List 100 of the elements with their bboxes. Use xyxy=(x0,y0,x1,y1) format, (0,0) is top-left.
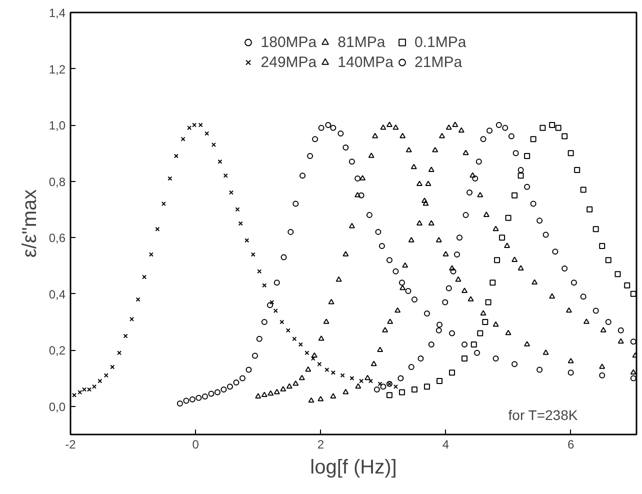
point xyxy=(211,142,216,147)
point xyxy=(485,299,492,306)
point xyxy=(123,334,128,338)
point xyxy=(372,132,378,138)
point xyxy=(318,396,324,402)
point xyxy=(504,242,510,248)
point xyxy=(482,318,488,325)
point xyxy=(280,254,287,260)
point xyxy=(442,251,449,256)
point xyxy=(436,327,442,334)
point xyxy=(104,373,108,378)
point xyxy=(392,268,399,274)
y-tick-label: 0,0 xyxy=(48,400,66,414)
point xyxy=(570,280,577,286)
point xyxy=(174,154,178,158)
point xyxy=(387,318,394,324)
x-tick-label: -2 xyxy=(65,438,76,452)
point xyxy=(605,257,612,264)
point xyxy=(308,397,314,403)
point xyxy=(110,364,115,370)
point xyxy=(336,276,342,282)
point xyxy=(630,375,636,382)
point xyxy=(474,350,480,356)
point xyxy=(304,350,310,356)
legend-label: 249MPa xyxy=(260,53,317,71)
point xyxy=(549,293,556,299)
point xyxy=(208,390,214,397)
point xyxy=(512,256,518,262)
legend-label: 0.1MPa xyxy=(414,33,466,51)
point xyxy=(458,127,464,133)
point xyxy=(366,212,372,218)
point xyxy=(562,133,568,140)
point xyxy=(449,330,456,336)
x-tick-label: 2 xyxy=(317,438,324,452)
point xyxy=(280,320,284,324)
point xyxy=(374,386,380,392)
point xyxy=(342,144,349,151)
point xyxy=(386,392,392,398)
point xyxy=(235,207,240,212)
point xyxy=(436,322,442,328)
x-tick-label: 4 xyxy=(442,438,450,452)
point xyxy=(492,321,499,327)
y-tick-label: 0,2 xyxy=(48,344,66,358)
y-tick-label: 0,8 xyxy=(48,174,66,189)
point xyxy=(364,374,371,380)
point xyxy=(402,262,408,268)
point xyxy=(292,380,299,386)
point xyxy=(508,133,514,140)
point xyxy=(98,378,102,384)
point xyxy=(394,307,401,313)
point xyxy=(117,350,122,356)
point xyxy=(624,282,630,288)
point xyxy=(583,318,590,324)
point xyxy=(187,126,192,130)
point xyxy=(398,280,405,286)
point xyxy=(305,366,312,372)
point xyxy=(492,356,499,362)
point xyxy=(330,370,336,375)
point xyxy=(480,136,486,142)
y-tick-label: 0,4 xyxy=(48,287,66,302)
point xyxy=(425,180,432,186)
point xyxy=(183,398,190,404)
point xyxy=(454,251,460,258)
point xyxy=(438,132,445,138)
point xyxy=(189,396,196,402)
point xyxy=(148,252,154,257)
point xyxy=(505,330,512,336)
point xyxy=(72,392,77,398)
point xyxy=(255,393,262,398)
point xyxy=(406,146,412,152)
point xyxy=(370,360,377,366)
point xyxy=(330,393,336,398)
point xyxy=(505,214,512,221)
point xyxy=(542,232,549,238)
point xyxy=(280,386,286,392)
point xyxy=(220,386,227,392)
point xyxy=(330,124,336,131)
point xyxy=(318,124,324,131)
point xyxy=(600,327,606,332)
point xyxy=(436,236,442,242)
point xyxy=(368,378,373,384)
point xyxy=(462,150,469,156)
point xyxy=(244,238,250,243)
point xyxy=(580,186,586,193)
point xyxy=(262,283,267,288)
point xyxy=(468,296,474,302)
point xyxy=(512,192,518,198)
point xyxy=(268,390,274,396)
y-axis-title: ε/ε"max xyxy=(18,189,41,258)
point xyxy=(490,280,496,286)
point xyxy=(311,352,318,358)
point xyxy=(270,300,274,305)
point xyxy=(536,218,543,224)
y-tick-label: 1,0 xyxy=(48,118,66,133)
point xyxy=(630,338,636,345)
point xyxy=(307,152,314,159)
point xyxy=(536,366,543,373)
point xyxy=(466,190,473,196)
point xyxy=(599,372,606,378)
point xyxy=(630,290,636,297)
